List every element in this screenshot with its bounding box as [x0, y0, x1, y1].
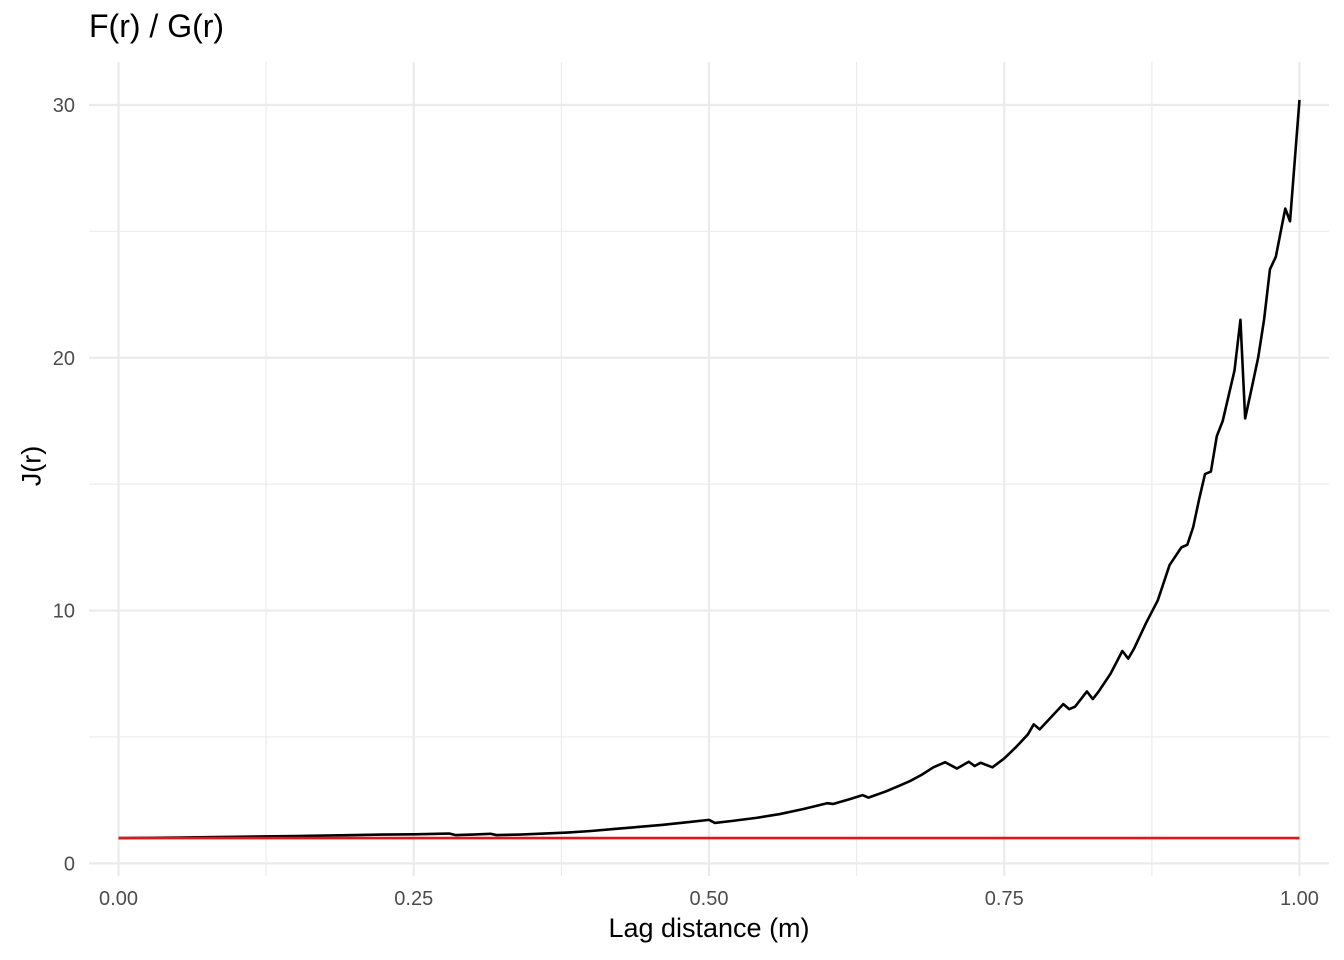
x-tick-label: 0.00 — [99, 888, 138, 910]
x-tick-label: 0.25 — [394, 888, 433, 910]
x-axis-label: Lag distance (m) — [608, 913, 810, 943]
y-tick-label: 10 — [53, 601, 75, 623]
y-tick-label: 0 — [64, 853, 75, 875]
x-tick-label: 0.50 — [690, 888, 729, 910]
tick-layer: 0.00 0.25 0.50 0.75 1.00 0 10 20 30 — [53, 95, 1319, 910]
x-tick-label: 1.00 — [1280, 888, 1319, 910]
grid-major — [89, 62, 1329, 876]
chart-title: F(r) / G(r) — [89, 8, 225, 44]
y-tick-label: 20 — [53, 348, 75, 370]
series-line-0 — [118, 99, 1301, 840]
y-tick-label: 30 — [53, 95, 75, 117]
series-layer — [118, 99, 1301, 840]
x-tick-label: 0.75 — [985, 888, 1024, 910]
